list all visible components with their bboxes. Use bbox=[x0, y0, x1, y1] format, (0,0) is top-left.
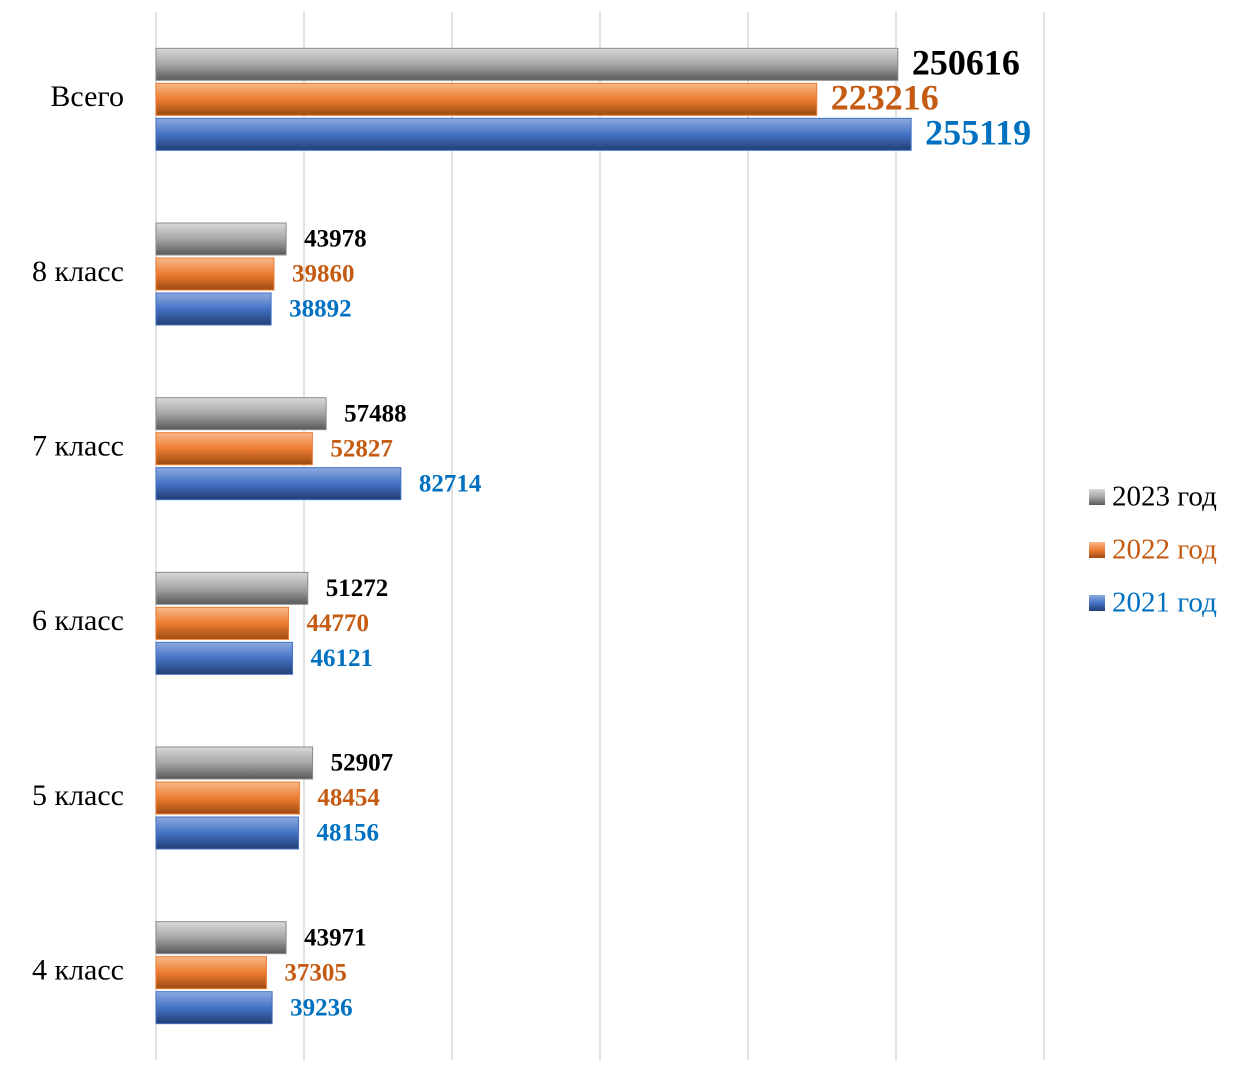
legend-label: 2022 год bbox=[1112, 534, 1217, 566]
legend-swatch bbox=[1089, 489, 1105, 505]
data-label: 43978 bbox=[304, 226, 367, 253]
data-label: 223216 bbox=[831, 78, 939, 118]
bar bbox=[155, 47, 899, 81]
data-label: 39236 bbox=[290, 994, 353, 1021]
y-tick-label: Всего bbox=[50, 80, 124, 113]
bar bbox=[155, 781, 300, 815]
legend-swatch bbox=[1089, 595, 1105, 611]
y-tick-label: 4 класс bbox=[32, 954, 124, 987]
bar bbox=[155, 117, 912, 151]
bar bbox=[155, 746, 314, 780]
bar bbox=[155, 257, 275, 291]
data-label: 57488 bbox=[344, 400, 407, 427]
data-label: 38892 bbox=[289, 296, 352, 323]
data-label: 43971 bbox=[304, 924, 367, 951]
legend-swatch bbox=[1089, 542, 1105, 558]
data-label: 51272 bbox=[326, 575, 389, 602]
y-tick-label: 7 класс bbox=[32, 430, 124, 463]
data-label: 48454 bbox=[317, 785, 380, 812]
bar bbox=[155, 956, 267, 990]
bar bbox=[155, 467, 402, 501]
bar bbox=[155, 921, 287, 955]
legend-label: 2023 год bbox=[1112, 481, 1217, 513]
data-label: 52827 bbox=[330, 435, 393, 462]
bar bbox=[155, 432, 313, 466]
data-label: 46121 bbox=[311, 645, 374, 672]
bar bbox=[155, 991, 273, 1025]
data-label: 82714 bbox=[419, 470, 482, 497]
bar bbox=[155, 82, 818, 116]
data-label: 37305 bbox=[284, 959, 347, 986]
legend-label: 2021 год bbox=[1112, 587, 1217, 619]
bar bbox=[155, 292, 272, 326]
y-tick-label: 5 класс bbox=[32, 779, 124, 812]
data-label: 250616 bbox=[912, 43, 1020, 83]
bar bbox=[155, 816, 300, 850]
data-label: 52907 bbox=[331, 750, 394, 777]
data-label: 44770 bbox=[307, 610, 370, 637]
bar bbox=[155, 606, 290, 640]
bar bbox=[155, 641, 294, 675]
bar bbox=[155, 222, 287, 256]
data-label: 48156 bbox=[317, 820, 380, 847]
bar bbox=[155, 397, 327, 431]
data-label: 39860 bbox=[292, 261, 355, 288]
data-label: 255119 bbox=[925, 113, 1031, 153]
y-tick-label: 8 класс bbox=[32, 255, 124, 288]
y-tick-label: 6 класс bbox=[32, 604, 124, 637]
bar bbox=[155, 571, 309, 605]
